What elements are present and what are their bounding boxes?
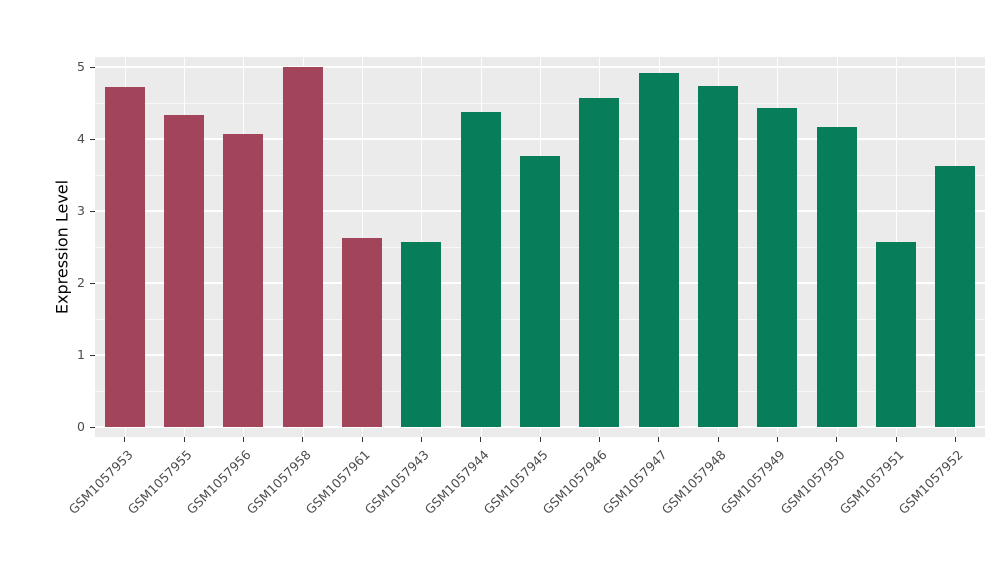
- x-tick-mark: [242, 437, 244, 442]
- y-tick-label: 3: [77, 203, 85, 218]
- x-tick-mark: [717, 437, 719, 442]
- bar-GSM1057956: [223, 134, 263, 427]
- y-tick-mark: [90, 426, 95, 428]
- y-tick-label: 0: [77, 419, 85, 434]
- bar-GSM1057945: [520, 156, 560, 427]
- y-tick-mark: [90, 66, 95, 68]
- y-tick-mark: [90, 282, 95, 284]
- x-tick-mark: [480, 437, 482, 442]
- y-tick-mark: [90, 210, 95, 212]
- x-tick-mark: [895, 437, 897, 442]
- x-tick-mark: [776, 437, 778, 442]
- x-tick-mark: [539, 437, 541, 442]
- bar-GSM1057948: [698, 86, 738, 427]
- bar-GSM1057961: [342, 238, 382, 427]
- x-tick-mark: [598, 437, 600, 442]
- bar-GSM1057943: [401, 242, 441, 427]
- x-tick-mark: [302, 437, 304, 442]
- bar-GSM1057946: [579, 98, 619, 427]
- x-tick-mark: [361, 437, 363, 442]
- bar-GSM1057949: [757, 108, 797, 427]
- bar-GSM1057953: [105, 87, 145, 427]
- x-tick-mark: [954, 437, 956, 442]
- x-tick-mark: [836, 437, 838, 442]
- y-tick-label: 1: [77, 347, 85, 362]
- y-tick-label: 5: [77, 59, 85, 74]
- bar-GSM1057955: [164, 115, 204, 427]
- y-tick-label: 2: [77, 275, 85, 290]
- y-tick-mark: [90, 138, 95, 140]
- y-axis-title: Expression Level: [52, 179, 72, 315]
- bar-GSM1057952: [935, 166, 975, 427]
- bar-GSM1057944: [461, 112, 501, 427]
- x-tick-mark: [420, 437, 422, 442]
- x-tick-mark: [124, 437, 126, 442]
- bar-GSM1057951: [876, 242, 916, 427]
- x-tick-mark: [658, 437, 660, 442]
- plot-panel: [95, 57, 985, 437]
- bar-GSM1057950: [817, 127, 857, 427]
- bar-GSM1057947: [639, 73, 679, 427]
- y-tick-mark: [90, 354, 95, 356]
- bar-GSM1057958: [283, 67, 323, 427]
- x-tick-mark: [183, 437, 185, 442]
- y-tick-label: 4: [77, 131, 85, 146]
